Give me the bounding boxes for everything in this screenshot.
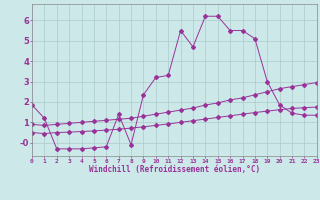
X-axis label: Windchill (Refroidissement éolien,°C): Windchill (Refroidissement éolien,°C): [89, 165, 260, 174]
